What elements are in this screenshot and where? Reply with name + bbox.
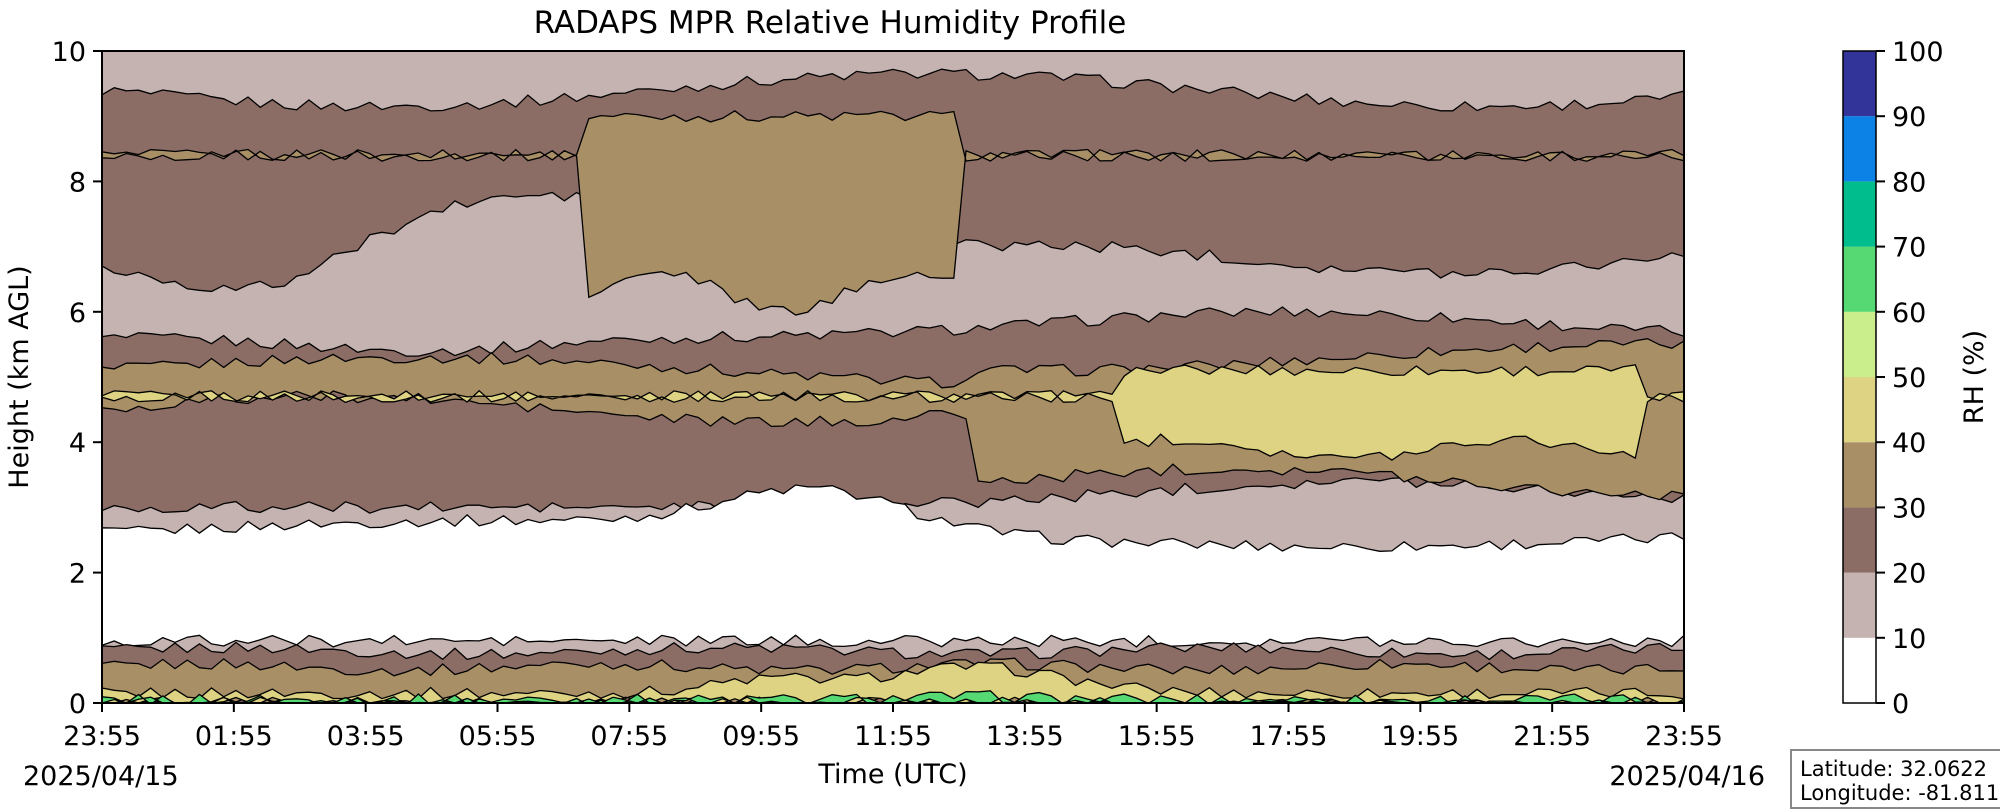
latitude-text: Latitude: 32.0622 bbox=[1800, 757, 1988, 781]
date-end-label: 2025/04/16 bbox=[1609, 761, 1765, 792]
colorbar-tick-label: 0 bbox=[1892, 689, 1909, 720]
y-tick-label: 0 bbox=[69, 689, 86, 720]
colorbar-tick-label: 20 bbox=[1892, 559, 1926, 590]
y-tick-label: 4 bbox=[69, 428, 86, 459]
band-upper-30-40 bbox=[102, 110, 1684, 316]
colorbar-segment bbox=[1843, 572, 1876, 638]
colorbar-tick-label: 40 bbox=[1892, 428, 1926, 459]
colorbar-tick-label: 90 bbox=[1892, 102, 1926, 133]
colorbar-segment bbox=[1843, 181, 1876, 247]
colorbar-segment bbox=[1843, 637, 1876, 703]
colorbar: 0 10 20 30 40 50 60 70 80 90 100 bbox=[1842, 37, 1944, 720]
y-tick-label: 10 bbox=[52, 37, 86, 68]
colorbar-segment bbox=[1843, 377, 1876, 443]
x-tick-label: 07:55 bbox=[590, 721, 668, 752]
colorbar-segment bbox=[1843, 116, 1876, 182]
x-tick-label: 23:55 bbox=[1645, 721, 1723, 752]
band-low-0-10 bbox=[102, 484, 1684, 648]
plot-area bbox=[102, 51, 1684, 703]
chart-title: RADAPS MPR Relative Humidity Profile bbox=[534, 5, 1127, 41]
x-axis-label: Time (UTC) bbox=[817, 759, 967, 790]
x-axis: 23:55 01:55 03:55 05:55 07:55 09:55 11:55 13:55… bbox=[63, 703, 1723, 752]
colorbar-tick-label: 100 bbox=[1892, 37, 1944, 68]
colorbar-tick-label: 70 bbox=[1892, 233, 1926, 264]
x-tick-label: 05:55 bbox=[459, 721, 537, 752]
x-tick-label: 01:55 bbox=[195, 721, 273, 752]
x-tick-label: 03:55 bbox=[327, 721, 405, 752]
colorbar-segment bbox=[1843, 507, 1876, 573]
longitude-text: Longitude: -81.811 bbox=[1800, 781, 2000, 805]
band-mid-40-50 bbox=[102, 364, 1684, 461]
colorbar-tick-label: 10 bbox=[1892, 624, 1926, 655]
x-tick-label: 21:55 bbox=[1513, 721, 1591, 752]
colorbar-segment bbox=[1843, 442, 1876, 508]
x-tick-label: 17:55 bbox=[1250, 721, 1328, 752]
x-tick-label: 15:55 bbox=[1118, 721, 1196, 752]
x-tick-label: 23:55 bbox=[63, 721, 141, 752]
colorbar-segment bbox=[1843, 246, 1876, 312]
date-start-label: 2025/04/15 bbox=[23, 761, 179, 792]
y-tick-label: 2 bbox=[69, 559, 86, 590]
y-axis-label: Height (km AGL) bbox=[4, 265, 35, 488]
band-surface-60-70 bbox=[102, 690, 1684, 703]
colorbar-tick-label: 50 bbox=[1892, 363, 1926, 394]
location-box: Latitude: 32.0622 Longitude: -81.811 bbox=[1790, 749, 2000, 809]
y-axis: 0 2 4 6 8 10 bbox=[52, 37, 102, 720]
colorbar-tick-label: 30 bbox=[1892, 493, 1926, 524]
y-tick-label: 6 bbox=[69, 298, 86, 329]
x-tick-label: 09:55 bbox=[722, 721, 800, 752]
colorbar-tick-label: 80 bbox=[1892, 167, 1926, 198]
colorbar-segment bbox=[1843, 311, 1876, 377]
y-tick-label: 8 bbox=[69, 167, 86, 198]
x-tick-label: 11:55 bbox=[854, 721, 932, 752]
colorbar-label: RH (%) bbox=[1959, 330, 1990, 424]
x-tick-label: 19:55 bbox=[1381, 721, 1459, 752]
colorbar-segment bbox=[1843, 51, 1876, 117]
x-tick-label: 13:55 bbox=[986, 721, 1064, 752]
colorbar-tick-label: 60 bbox=[1892, 298, 1926, 329]
